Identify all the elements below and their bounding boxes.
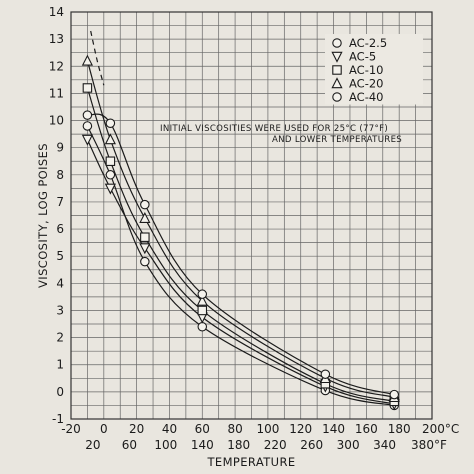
y-tick-label: 12 <box>49 59 64 73</box>
data-point-ac-10 <box>105 156 116 166</box>
x-tick-label-celsius: 80 <box>227 422 242 436</box>
data-point-ac-10 <box>140 232 150 242</box>
y-tick-label: 14 <box>49 5 64 19</box>
data-point-ac-40 <box>197 289 208 299</box>
annotation-line: INITIAL VISCOSITIES WERE USED FOR 25°C (… <box>160 124 388 134</box>
x-tick-label-celsius: 120 <box>289 422 312 436</box>
x-tick-label-fahrenheit: 380°F <box>411 438 447 452</box>
data-point-ac-5 <box>81 134 94 146</box>
x-tick-label-fahrenheit: 140 <box>191 438 214 452</box>
y-axis-title: VISCOSITY, LOG POISES <box>36 143 50 288</box>
data-point-ac-20 <box>81 54 94 66</box>
y-tick-label: 2 <box>56 331 64 345</box>
legend-marker-ac-2.5 <box>332 38 342 48</box>
data-point-ac-20 <box>196 294 208 306</box>
x-tick-label-celsius: 160 <box>355 422 378 436</box>
data-point-ac-40 <box>140 199 150 210</box>
data-point-ac-40 <box>105 118 116 128</box>
data-point-ac-10 <box>197 305 208 316</box>
series-line-ac-40 <box>87 113 395 396</box>
y-tick-label: 4 <box>56 276 64 290</box>
y-tick-label: 13 <box>49 32 64 46</box>
data-point-ac-2.5 <box>140 256 150 267</box>
legend-label: AC-20 <box>349 77 383 91</box>
y-tick-label: 1 <box>56 358 64 372</box>
x-tick-label-celsius: 20 <box>129 422 144 436</box>
x-tick-label-celsius: 40 <box>162 422 177 436</box>
x-tick-label-celsius: -20 <box>61 422 81 436</box>
data-point-ac-2.5 <box>82 121 93 131</box>
series-markers <box>81 54 400 411</box>
x-tick-label-fahrenheit: 60 <box>122 438 137 452</box>
x-tick-label-celsius: 180 <box>388 422 411 436</box>
y-tick-label: 10 <box>49 114 64 128</box>
x-tick-label-fahrenheit: 20 <box>85 438 100 452</box>
data-point-ac-20 <box>104 133 116 145</box>
extrapolated-dashed-line <box>90 30 105 86</box>
legend-label: AC-5 <box>349 50 376 64</box>
x-axis-title: TEMPERATURE <box>206 455 295 469</box>
y-tick-label: 9 <box>56 141 64 155</box>
legend-marker-ac-5 <box>331 51 343 63</box>
x-tick-label-celsius: 140 <box>322 422 345 436</box>
y-tick-label: 5 <box>56 249 64 263</box>
y-tick-label: -1 <box>52 412 64 426</box>
x-tick-label-fahrenheit: 340 <box>373 438 396 452</box>
legend-label: AC-40 <box>349 90 383 104</box>
data-point-ac-10 <box>82 83 93 93</box>
x-tick-label-fahrenheit: 220 <box>264 438 287 452</box>
data-point-ac-2.5 <box>197 321 208 332</box>
y-tick-label: 3 <box>56 303 64 317</box>
y-tick-label: 11 <box>49 86 64 100</box>
data-point-ac-5 <box>139 243 151 255</box>
series-curves <box>86 60 395 407</box>
legend-marker-ac-20 <box>331 77 343 89</box>
data-point-ac-20 <box>139 212 151 223</box>
x-tick-label-celsius: 200°C <box>422 422 459 436</box>
series-line-ac-2.5 <box>86 125 395 407</box>
data-point-ac-40 <box>320 369 331 379</box>
y-tick-label: 7 <box>56 195 64 209</box>
x-tick-label-celsius: 60 <box>195 422 210 436</box>
legend-label: AC-10 <box>349 63 383 77</box>
x-tick-label-fahrenheit: 300 <box>337 438 360 452</box>
x-tick-label-celsius: 0 <box>100 422 108 436</box>
x-tick-label-fahrenheit: 260 <box>300 438 323 452</box>
data-point-ac-40 <box>82 110 93 120</box>
legend-label: AC-2.5 <box>349 36 387 50</box>
x-tick-label-fahrenheit: 100 <box>154 438 177 452</box>
y-tick-label: 0 <box>56 385 64 399</box>
x-tick-label-fahrenheit: 180 <box>227 438 250 452</box>
plot-frame <box>70 11 433 420</box>
x-tick-label-celsius: 100 <box>256 422 279 436</box>
data-point-ac-2.5 <box>105 170 116 180</box>
data-point-ac-40 <box>389 389 400 400</box>
annotation-line: AND LOWER TEMPERATURES <box>272 135 402 145</box>
legend-marker-ac-40 <box>332 92 342 102</box>
data-point-ac-5 <box>104 183 116 195</box>
y-tick-label: 8 <box>56 168 64 182</box>
legend-marker-ac-10 <box>332 65 342 75</box>
y-tick-label: 6 <box>56 222 64 236</box>
